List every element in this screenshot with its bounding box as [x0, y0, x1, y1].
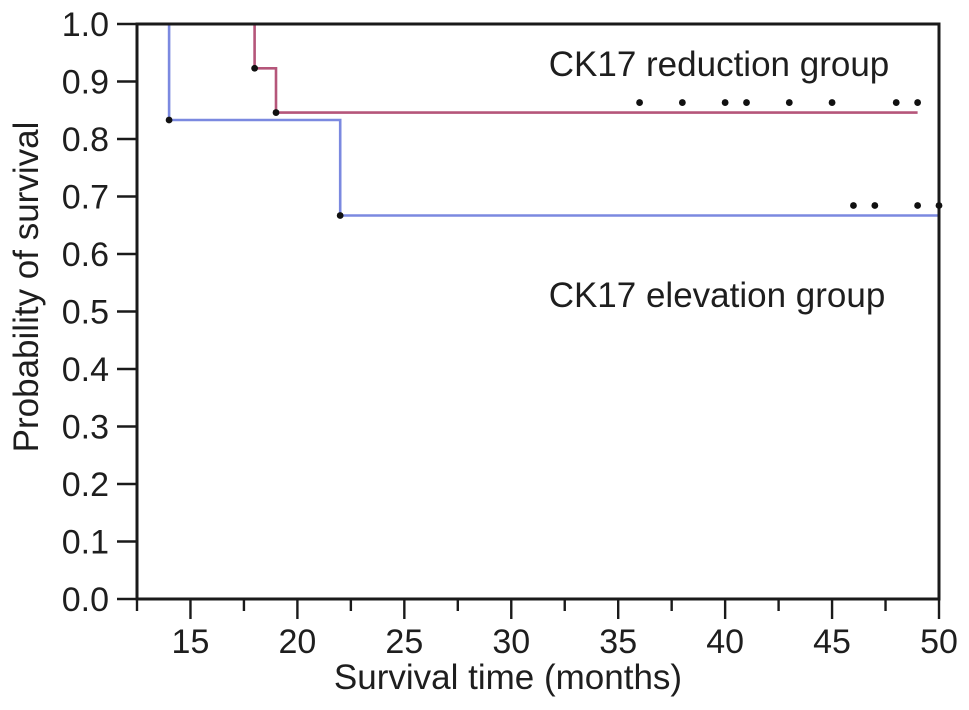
- censor-marker-elevation: [871, 202, 879, 209]
- x-tick-label: 45: [813, 623, 851, 661]
- x-tick-label: 20: [278, 623, 316, 661]
- censor-marker-reduction: [892, 99, 900, 106]
- censor-marker-elevation: [850, 202, 857, 209]
- event-marker-reduction: [272, 109, 280, 116]
- y-tick-label: 0.2: [62, 466, 109, 504]
- censor-marker-reduction: [721, 99, 729, 106]
- y-tick-label: 1.0: [62, 6, 109, 44]
- x-tick-label: 15: [172, 623, 210, 661]
- censor-marker-reduction: [636, 99, 643, 106]
- censor-marker-reduction: [914, 99, 922, 106]
- censor-marker-reduction: [828, 99, 836, 106]
- x-tick-label: 25: [385, 623, 423, 661]
- y-tick-label: 0.4: [62, 351, 109, 389]
- censor-marker-elevation: [914, 202, 922, 209]
- y-axis-title: Probability of survival: [7, 122, 46, 453]
- y-tick-label: 0.5: [62, 294, 109, 332]
- x-tick-label: 50: [920, 623, 958, 661]
- y-tick-label: 0.9: [62, 64, 109, 102]
- y-tick-label: 0.1: [62, 524, 109, 562]
- plot-area: 15 20 25 30 35 40 45 50 0.0 0.1 0.2 0.3 0.4 0.5 0.6 0.7…: [62, 6, 958, 661]
- censor-marker-reduction: [678, 99, 686, 106]
- y-tick-label: 0.8: [62, 121, 109, 159]
- censor-marker-reduction: [743, 99, 750, 106]
- x-tick-label: 30: [492, 623, 530, 661]
- x-tick-label: 40: [706, 623, 744, 661]
- event-marker-elevation: [336, 212, 344, 219]
- event-marker-reduction: [251, 64, 259, 72]
- annotation-reduction-group: CK17 reduction group: [549, 45, 890, 84]
- y-tick-label: 0.6: [62, 236, 109, 274]
- event-marker-elevation: [165, 116, 173, 124]
- y-tick-label: 0.7: [62, 179, 109, 217]
- x-tick-label: 35: [599, 623, 637, 661]
- annotation-elevation-group: CK17 elevation group: [549, 276, 886, 315]
- y-tick-label: 0.0: [62, 581, 109, 619]
- censor-marker-elevation: [935, 202, 943, 209]
- censor-marker-reduction: [785, 99, 793, 106]
- x-axis-title: Survival time (months): [334, 658, 682, 697]
- y-tick-label: 0.3: [62, 409, 109, 447]
